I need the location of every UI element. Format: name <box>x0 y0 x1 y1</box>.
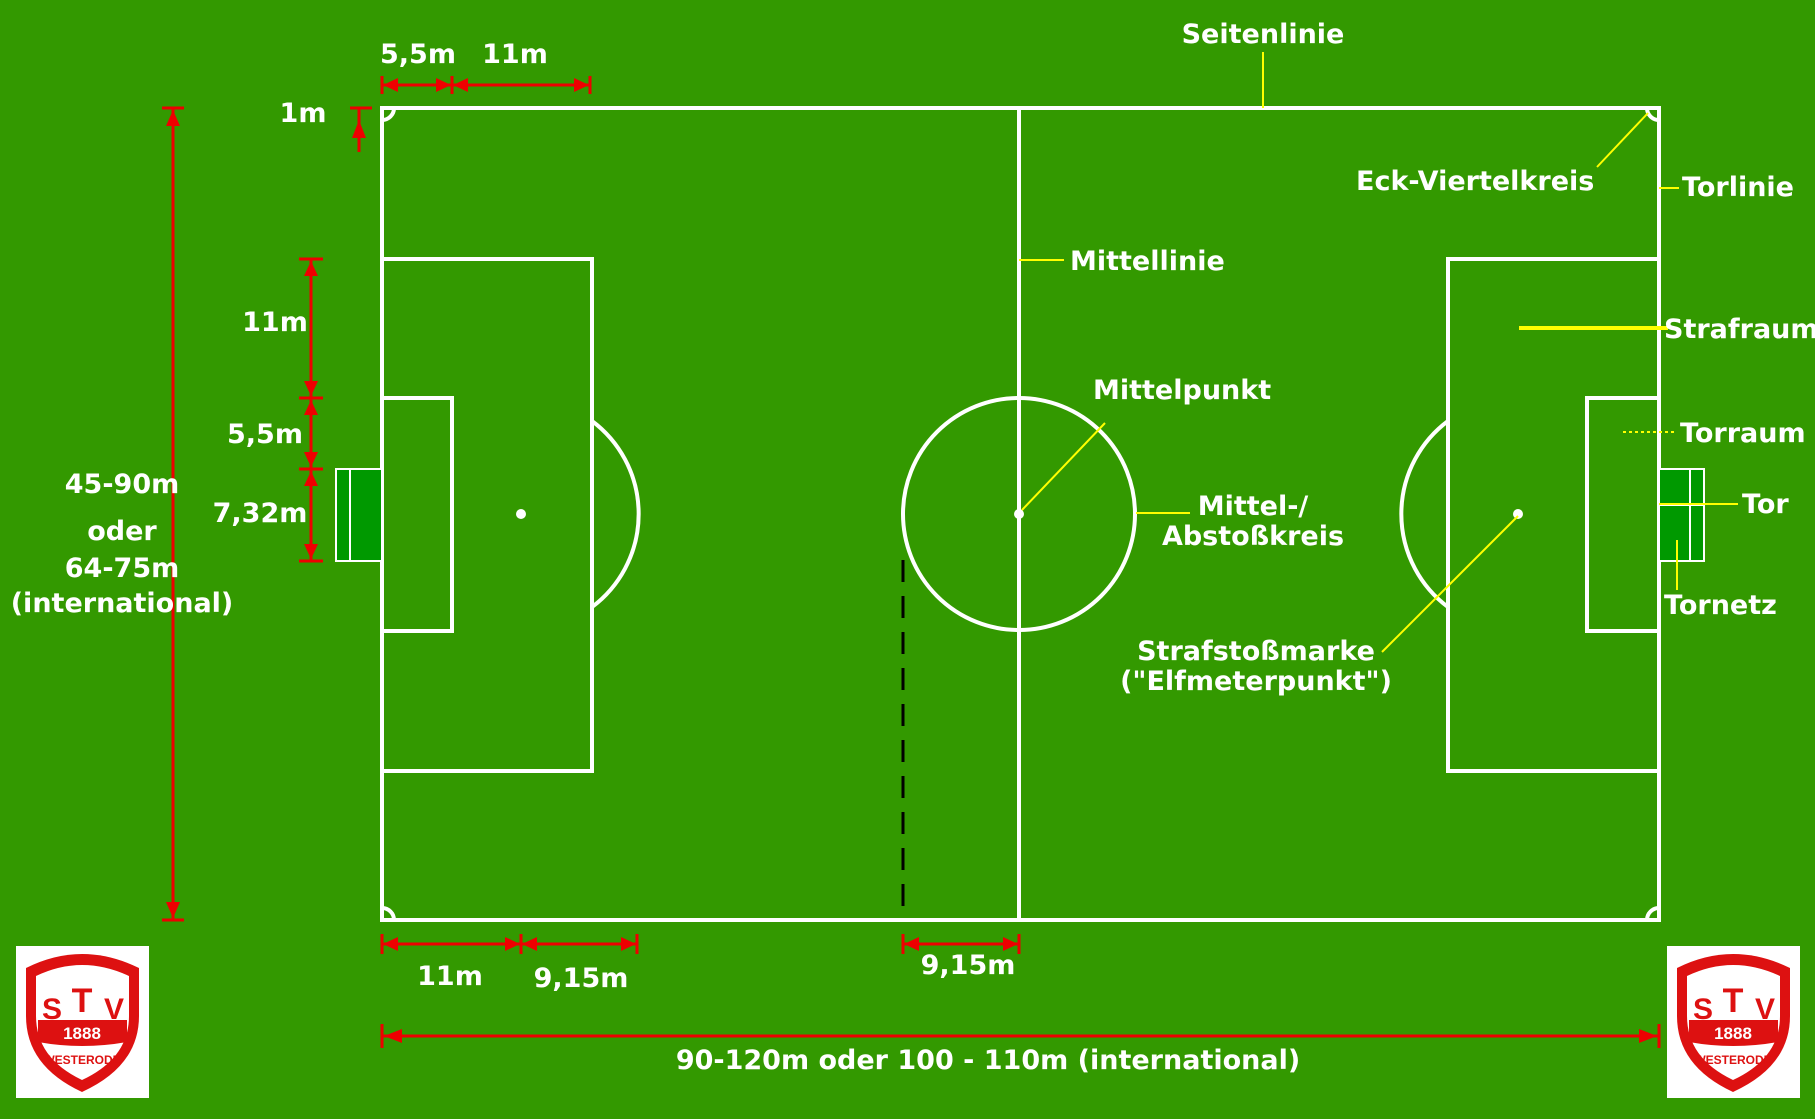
left-penalty-spot <box>516 509 526 519</box>
right-penalty-arc <box>1399 419 1450 609</box>
corner-arc-bottom-right <box>1645 906 1660 921</box>
label-seitenlinie: Seitenlinie <box>1182 19 1345 50</box>
label-mittelkreis-line2: Abstoßkreis <box>1162 521 1344 552</box>
dim-left-arrow-3 <box>304 400 318 415</box>
logo-band <box>1689 1020 1778 1046</box>
left-goal <box>335 468 383 562</box>
corner-arc-top-left <box>381 107 396 122</box>
left-penalty-area <box>380 257 594 773</box>
dim-label-length: 90-120m oder 100 - 110m (international) <box>676 1045 1300 1076</box>
label-mittellinie: Mittellinie <box>1070 246 1225 277</box>
dimension-labels: 5,5m 11m 1m 11m 5,5m 7,32m 45-90m oder 6… <box>11 39 1300 1076</box>
dim-top-arrow-3 <box>453 78 468 92</box>
corner-arc-bottom-left <box>381 906 396 921</box>
dim-label-bottom-penalty: 11m <box>417 961 483 992</box>
label-tornetz: Tornetz <box>1664 590 1777 621</box>
dim-bottom-arrow-2 <box>505 937 520 951</box>
dim-label-width-3: 64-75m <box>65 553 180 584</box>
dim-bottom-arrow-3 <box>522 937 537 951</box>
logo-letter-t: T <box>1723 982 1744 1020</box>
dim-corner-arrow <box>352 120 366 138</box>
dim-left-arrow-4 <box>304 452 318 467</box>
leader-lines <box>1019 52 1738 653</box>
left-goal-area <box>380 396 454 633</box>
label-mittelpunkt: Mittelpunkt <box>1093 375 1271 406</box>
leader-mittelpunkt <box>1021 422 1106 511</box>
dim-label-top-torraum: 5,5m <box>380 39 456 70</box>
field-labels: Seitenlinie Eck-Viertelkreis Torlinie Mi… <box>1070 19 1815 697</box>
logo-town: WESTERODE <box>1694 1053 1771 1067</box>
dim-top-arrow-2 <box>436 78 451 92</box>
pitch-markings <box>335 106 1705 922</box>
right-goal <box>1658 468 1705 562</box>
dim-width-arrow-top <box>166 110 180 126</box>
dim-bottom-circle-arrow-1 <box>904 937 919 951</box>
dim-label-bottom-circle: 9,15m <box>921 950 1016 981</box>
label-torraum: Torraum <box>1680 418 1806 449</box>
dim-left-arrow-6 <box>304 544 318 559</box>
leader-strafstossmarke <box>1381 515 1519 653</box>
logo-letter-v: V <box>1755 993 1775 1026</box>
dim-left-arrow-1 <box>304 261 318 276</box>
corner-arc-top-right <box>1645 107 1660 122</box>
dim-label-width-2: oder <box>87 516 157 547</box>
dim-bottom-circle-arrow-2 <box>1003 937 1018 951</box>
label-torlinie: Torlinie <box>1682 172 1794 203</box>
club-logo-right: T S V 1888 WESTERODE <box>1667 946 1800 1098</box>
dim-left-arrow-5 <box>304 471 318 486</box>
dim-left-arrow-2 <box>304 381 318 396</box>
dim-label-left-strafraum: 11m <box>242 307 308 338</box>
dim-label-bottom-arc: 9,15m <box>534 963 629 994</box>
logo-band <box>38 1020 127 1046</box>
dim-top-arrow-4 <box>574 78 589 92</box>
centre-spot <box>1014 509 1024 519</box>
dim-width-arrow-bottom <box>166 902 180 918</box>
dim-length-arrow-left <box>384 1029 402 1043</box>
dim-bottom-arrow-1 <box>383 937 398 951</box>
logo-year: 1888 <box>1714 1024 1752 1043</box>
logo-year: 1888 <box>63 1024 101 1043</box>
dimension-lines <box>162 76 1661 1048</box>
label-tor: Tor <box>1742 489 1789 520</box>
dim-length-arrow-right <box>1639 1029 1657 1043</box>
label-mittelkreis-line1: Mittel-/ <box>1198 491 1309 522</box>
dim-label-left-torraum: 5,5m <box>227 419 303 450</box>
logo-letter-t: T <box>72 982 93 1020</box>
logo-letter-v: V <box>104 993 124 1026</box>
centre-circle <box>901 396 1137 632</box>
dim-label-corner: 1m <box>280 98 327 129</box>
club-logo-left: T S V 1888 WESTERODE <box>16 946 149 1098</box>
logo-town: WESTERODE <box>43 1053 120 1067</box>
label-strafstossmarke-line1: Strafstoßmarke <box>1137 636 1375 667</box>
dim-label-width-1: 45-90m <box>65 469 180 500</box>
leader-eck-viertelkreis <box>1596 112 1649 168</box>
left-penalty-arc <box>590 419 641 609</box>
right-penalty-area <box>1446 257 1661 773</box>
logo-letter-s: S <box>1693 993 1713 1026</box>
label-strafstossmarke-line2: ("Elfmeterpunkt") <box>1120 666 1392 697</box>
logo-letter-s: S <box>42 993 62 1026</box>
dim-bottom-arrow-4 <box>621 937 636 951</box>
dim-label-width-4: (international) <box>11 588 234 619</box>
dim-label-goal-width: 7,32m <box>213 498 308 529</box>
right-penalty-spot <box>1513 509 1523 519</box>
dim-label-top-strafraum: 11m <box>482 39 548 70</box>
label-strafraum: Strafraum <box>1664 314 1815 345</box>
label-eck-viertelkreis: Eck-Viertelkreis <box>1356 166 1594 197</box>
dim-top-arrow-1 <box>383 78 398 92</box>
